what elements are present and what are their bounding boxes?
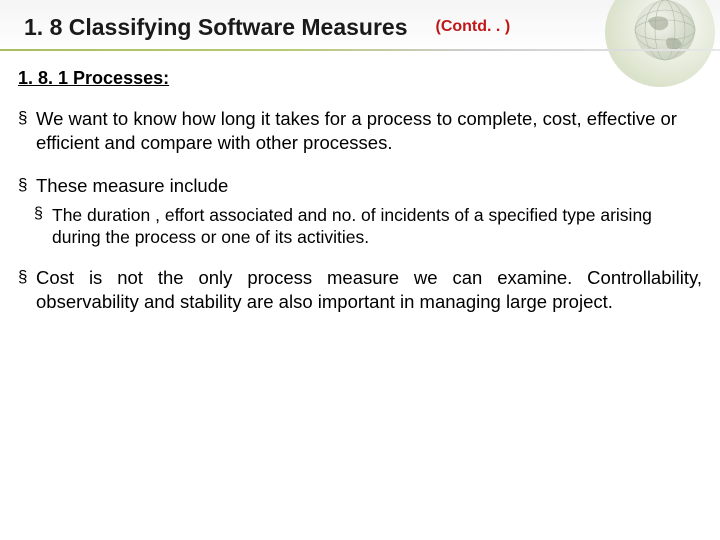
bullet-text: We want to know how long it takes for a …	[36, 108, 677, 153]
sub-bullet-item: The duration , effort associated and no.…	[34, 204, 702, 248]
bullet-item: These measure include	[18, 174, 702, 198]
bullet-text: Cost is not the only process measure we …	[36, 267, 702, 312]
bullet-text: These measure include	[36, 175, 228, 196]
globe-graphic	[570, 0, 720, 90]
contd-label: (Contd. . )	[436, 18, 511, 36]
sub-bullet-text: The duration , effort associated and no.…	[52, 205, 652, 247]
header-underline	[0, 49, 720, 51]
slide-header: 1. 8 Classifying Software Measures (Cont…	[0, 0, 720, 54]
bullet-item: We want to know how long it takes for a …	[18, 107, 702, 154]
slide-title: 1. 8 Classifying Software Measures	[24, 14, 408, 41]
content-area: We want to know how long it takes for a …	[0, 107, 720, 313]
bullet-item: Cost is not the only process measure we …	[18, 266, 702, 313]
